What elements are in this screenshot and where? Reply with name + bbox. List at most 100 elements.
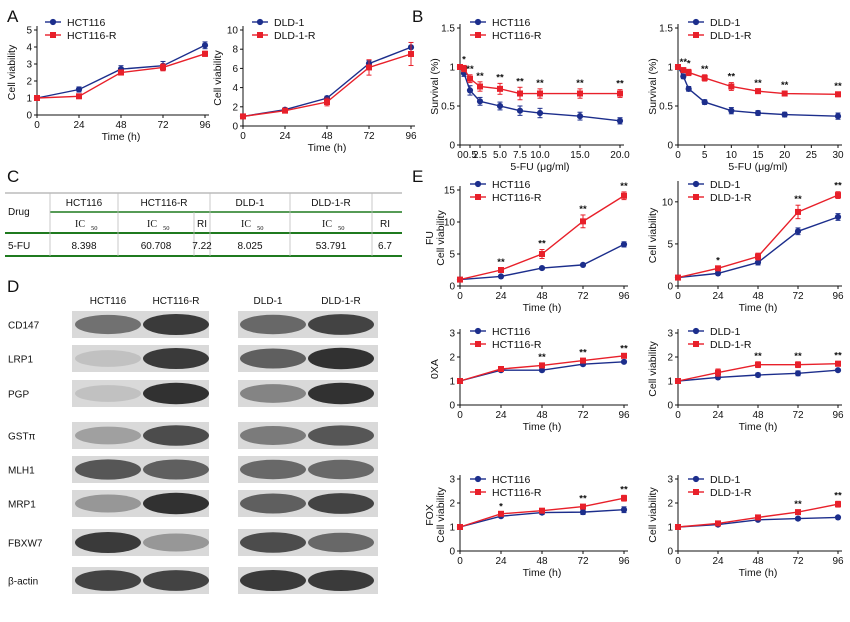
data-point-HCT116	[516, 107, 524, 114]
data-point-DLD-1-R	[755, 514, 761, 521]
series-line-HCT116-R	[36, 53, 206, 99]
y-axis-label: Cell viability	[647, 487, 659, 543]
x-tick-label: 24	[495, 410, 507, 421]
x-tick-label: 72	[577, 556, 589, 567]
legend-marker	[475, 489, 481, 495]
x-tick-label: 48	[536, 556, 548, 567]
chart-A1: 0 1 2 3 4 5 0 24 48 72 96 Time (h) Cell viability HCT…	[6, 17, 211, 143]
data-point-HCT116-R	[467, 75, 473, 82]
data-point-DLD-1	[728, 107, 735, 114]
x-tick-label: 0	[457, 150, 463, 161]
blot-band	[308, 493, 374, 514]
data-point-HCT116-R	[498, 510, 504, 517]
chart-E1: 0 5 10 15 0 24 48 72 96 Time (h) FU Cell viability H…	[424, 179, 630, 314]
x-tick-label: 96	[832, 556, 844, 567]
blot-lane-label: DLD-1-R	[321, 296, 360, 307]
data-point-DLD-1	[781, 111, 788, 118]
y-tick-label: 10	[227, 26, 239, 37]
significance-marker: *	[499, 501, 503, 512]
y-tick-label: 1	[667, 63, 673, 74]
blot-band	[240, 569, 306, 592]
data-point-DLD-1-R	[675, 378, 681, 384]
x-tick-label: 96	[618, 291, 630, 302]
table-ic50-label: IC	[322, 219, 332, 230]
significance-marker: **	[620, 343, 628, 354]
y-tick-label: 5	[26, 26, 32, 37]
chart-E6: 0 1 2 3 0 24 48 72 96 Time (h) Cell viability DLD-1…	[647, 474, 844, 579]
blot-band	[308, 347, 374, 370]
blot-band	[143, 313, 209, 336]
chart-B2: 0 0.5 1 1.5 0 5 10 15 20 25 30 5-FU (μg/ml) Survival…	[647, 17, 844, 173]
y-tick-label: 4	[232, 83, 238, 94]
significance-marker: **	[576, 78, 584, 89]
data-point-HCT116	[620, 358, 628, 365]
x-tick-label: 72	[577, 291, 589, 302]
blot-band	[143, 459, 209, 480]
blot-band	[75, 314, 141, 335]
data-point-DLD-1-R	[685, 69, 692, 76]
legend-entry: HCT116	[67, 17, 105, 29]
data-point-HCT116-R	[76, 93, 82, 100]
x-tick-label: 72	[363, 131, 375, 142]
blot-band	[75, 350, 141, 367]
blot-band	[240, 384, 306, 403]
blot-band	[143, 382, 209, 405]
data-point-DLD-1	[794, 370, 802, 377]
table-ic50-sub: 50	[163, 225, 170, 232]
x-tick-label: 48	[115, 120, 127, 131]
data-point-DLD-1	[794, 228, 802, 235]
data-point-DLD-1-R	[795, 208, 801, 215]
y-tick-label: 1	[667, 523, 673, 534]
blot-protein-label: MRP1	[8, 500, 36, 511]
x-tick-label: 15	[752, 150, 764, 161]
data-point-HCT116-R	[457, 524, 463, 530]
blot-lane-label: DLD-1	[254, 296, 283, 307]
blot-protein-label: GSTπ	[8, 432, 36, 443]
data-point-DLD-1	[680, 73, 687, 80]
data-point-DLD-1-R	[755, 253, 761, 260]
y-axis-label: Survival (%)	[647, 58, 659, 115]
table-ri-label: RI	[197, 219, 207, 230]
x-axis-label: 5-FU (μg/ml)	[510, 161, 569, 173]
legend-entry: HCT116	[492, 179, 530, 191]
series-line-DLD-1-R	[242, 53, 412, 118]
significance-marker: **	[794, 499, 802, 510]
table-header-drug: Drug	[8, 207, 30, 218]
x-tick-label: 72	[792, 291, 804, 302]
table-ri-label: RI	[380, 219, 390, 230]
legend-marker	[693, 341, 699, 347]
data-point-DLD-1-R	[680, 67, 687, 74]
blot-band	[143, 570, 209, 591]
y-tick-label: 4	[26, 43, 32, 54]
table-drug-name: 5-FU	[8, 241, 30, 252]
data-point-HCT116	[466, 87, 474, 94]
data-point-HCT116-R	[160, 64, 166, 71]
legend-marker	[475, 194, 481, 200]
panel-label-C: C	[7, 167, 19, 186]
significance-marker: **	[620, 484, 628, 495]
blot-band	[75, 494, 141, 513]
blot-protein-label: CD147	[8, 321, 40, 332]
y-tick-label: 2	[449, 353, 455, 364]
legend-marker	[693, 489, 699, 495]
x-tick-label: 72	[577, 410, 589, 421]
significance-marker: **	[754, 78, 762, 89]
significance-marker: **	[620, 181, 628, 192]
x-tick-label: 96	[618, 410, 630, 421]
y-axis-label: Cell viability	[6, 44, 18, 100]
x-axis-label: Time (h)	[523, 421, 562, 433]
data-point-DLD-1-R	[675, 64, 681, 70]
blot-band	[240, 348, 306, 369]
data-point-DLD-1-R	[835, 360, 841, 367]
y-axis-label: Cell viability	[435, 487, 447, 543]
legend-marker	[475, 341, 481, 347]
significance-marker: **	[516, 76, 524, 87]
x-tick-label: 0	[675, 291, 681, 302]
data-point-DLD-1	[685, 85, 692, 92]
y-tick-label: 0	[667, 141, 673, 152]
data-point-HCT116-R	[477, 83, 483, 90]
x-tick-label: 24	[73, 120, 85, 131]
x-tick-label: 10	[726, 150, 738, 161]
x-tick-label: 20.0	[610, 150, 630, 161]
